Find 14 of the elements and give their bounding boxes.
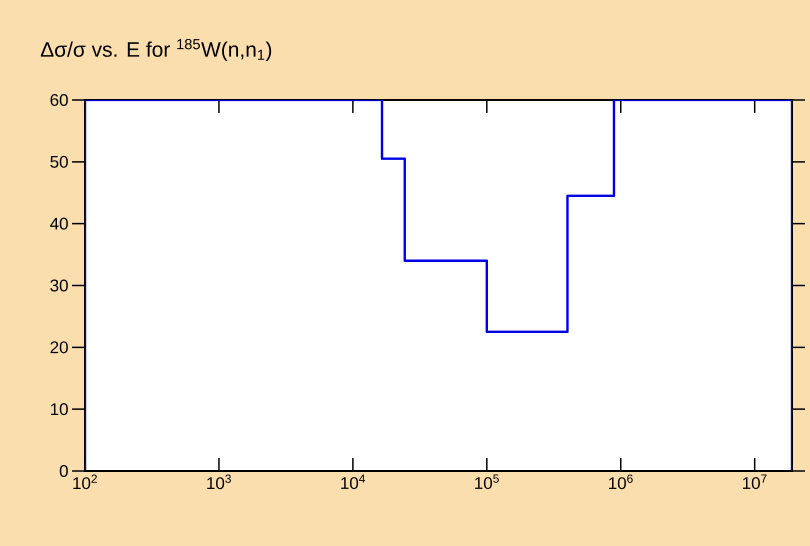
x-tick-label: 10$^{7}$	[743, 474, 767, 490]
y-tick-label: 10	[50, 403, 68, 416]
y-tick-label: 40	[50, 218, 68, 230]
chart-title: Δσ/σ vs. E for $^{185}$W(n,n$_{1}$)	[40, 38, 272, 62]
x-tick-label: 10$^{3}$	[207, 474, 231, 490]
y-tick-label: 0	[60, 464, 68, 477]
x-tick-label: 10$^{5}$	[475, 474, 499, 490]
y-tick-label: 60	[50, 94, 68, 106]
x-tick-label: 10$^{4}$	[341, 474, 366, 490]
y-tick-label: 20	[50, 341, 68, 354]
y-tick-label: 50	[50, 156, 68, 168]
x-tick-label: 10$^{2}$	[73, 474, 97, 490]
x-tick-label: 10$^{6}$	[609, 474, 633, 490]
y-tick-label: 30	[50, 279, 68, 292]
